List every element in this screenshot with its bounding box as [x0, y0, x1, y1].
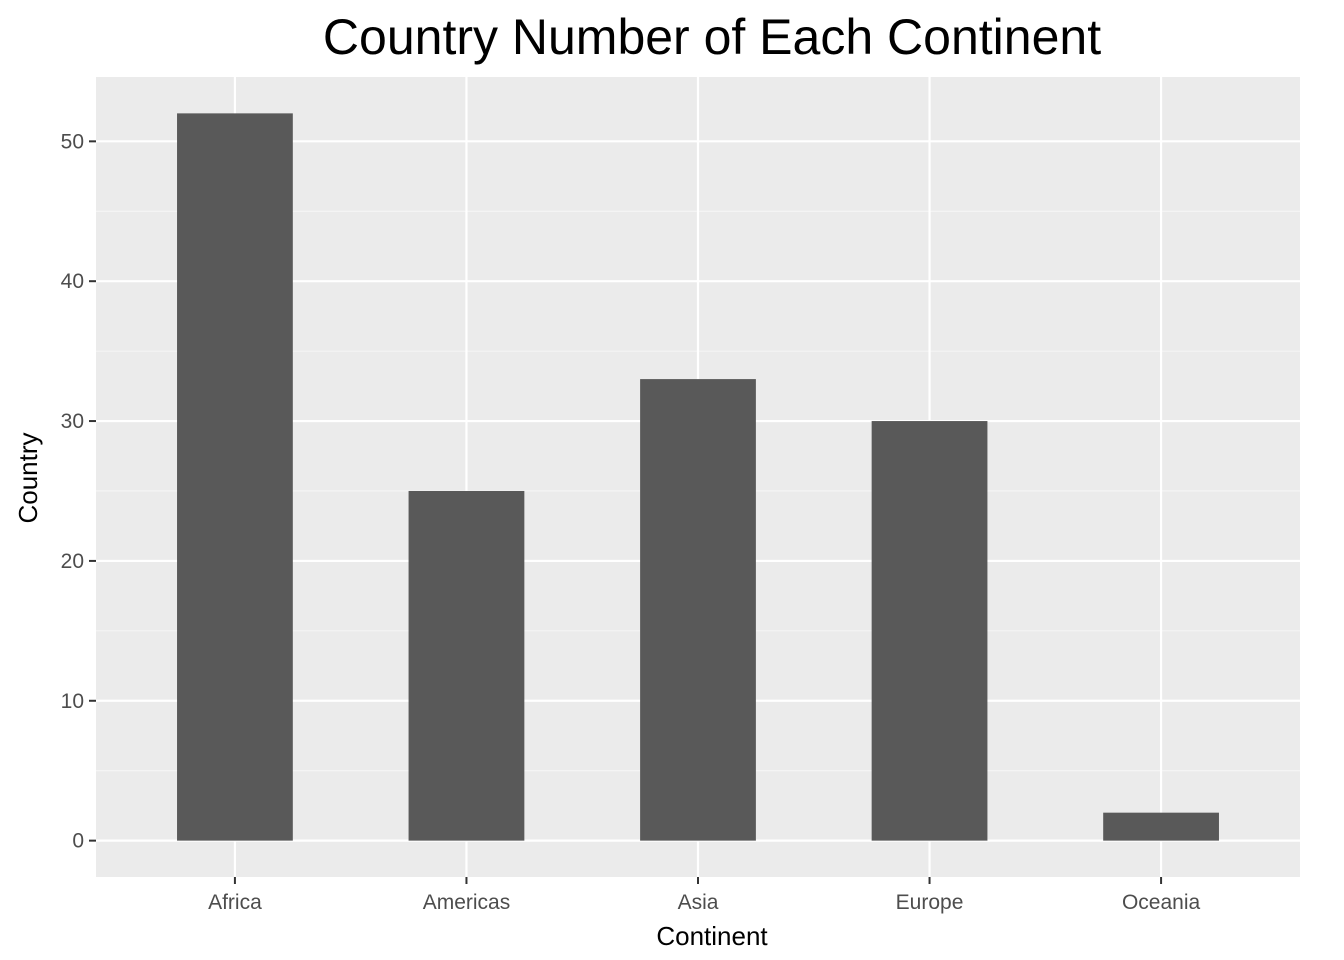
x-tick-label: Europe: [896, 891, 964, 914]
bar-oceania: [1103, 812, 1219, 841]
y-tick-label: 30: [61, 410, 84, 433]
bar-asia: [640, 379, 756, 841]
x-tick-label: Africa: [208, 891, 262, 914]
y-tick-label: 50: [61, 130, 84, 153]
bar-africa: [177, 113, 293, 841]
bars: [177, 113, 1219, 841]
y-axis-title: Country: [13, 432, 43, 523]
y-axis: 0 10 20 30 40 50: [61, 130, 96, 853]
y-tick-label: 0: [72, 830, 84, 853]
x-axis: Africa Americas Asia Europe Oceania: [208, 877, 1201, 914]
y-tick-label: 40: [61, 270, 84, 293]
x-tick-label: Asia: [678, 891, 719, 914]
bar-europe: [871, 421, 988, 841]
y-tick-label: 10: [61, 690, 84, 713]
chart-title: Country Number of Each Continent: [323, 9, 1101, 65]
x-axis-title: Continent: [656, 921, 768, 951]
x-tick-label: Oceania: [1122, 891, 1201, 914]
y-tick-label: 20: [61, 550, 84, 573]
x-tick-label: Americas: [423, 891, 511, 914]
bar-americas: [408, 490, 525, 841]
